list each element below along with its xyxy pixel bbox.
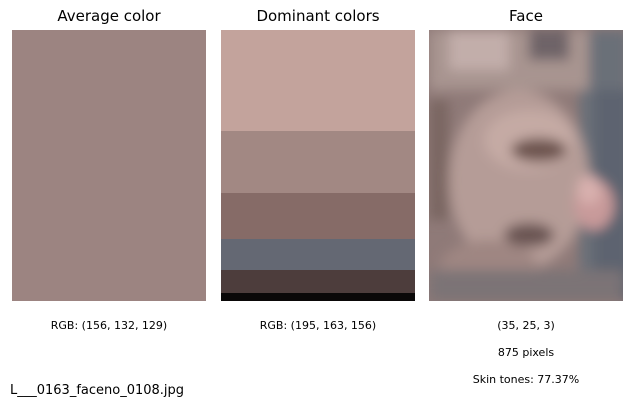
face-title: Face: [509, 7, 543, 25]
skin-tone-percentage: Skin tones: 77.37%: [472, 373, 580, 386]
dominant-color-stripe: [221, 238, 415, 270]
dominant-color-stripe: [221, 270, 415, 293]
dominant-colors-swatches: [221, 30, 415, 302]
dominant-color-stripe: [221, 30, 415, 132]
dominant-color-rgb: RGB: (195, 163, 156): [259, 319, 377, 332]
image-filename: L___0163_faceno_0108.jpg: [10, 383, 185, 398]
dominant-color-stripe: [221, 193, 415, 239]
dominant-color-stripe: [221, 292, 415, 302]
average-color-title: Average color: [57, 7, 161, 25]
face-image: [429, 30, 623, 301]
dominant-colors-title: Dominant colors: [256, 7, 380, 25]
average-color-swatch: [12, 30, 206, 301]
average-color-rgb: RGB: (156, 132, 129): [50, 319, 168, 332]
dominant-color-stripe: [221, 131, 415, 194]
face-dimensions: (35, 25, 3): [497, 319, 555, 332]
face-pixel-count: 875 pixels: [497, 346, 555, 359]
